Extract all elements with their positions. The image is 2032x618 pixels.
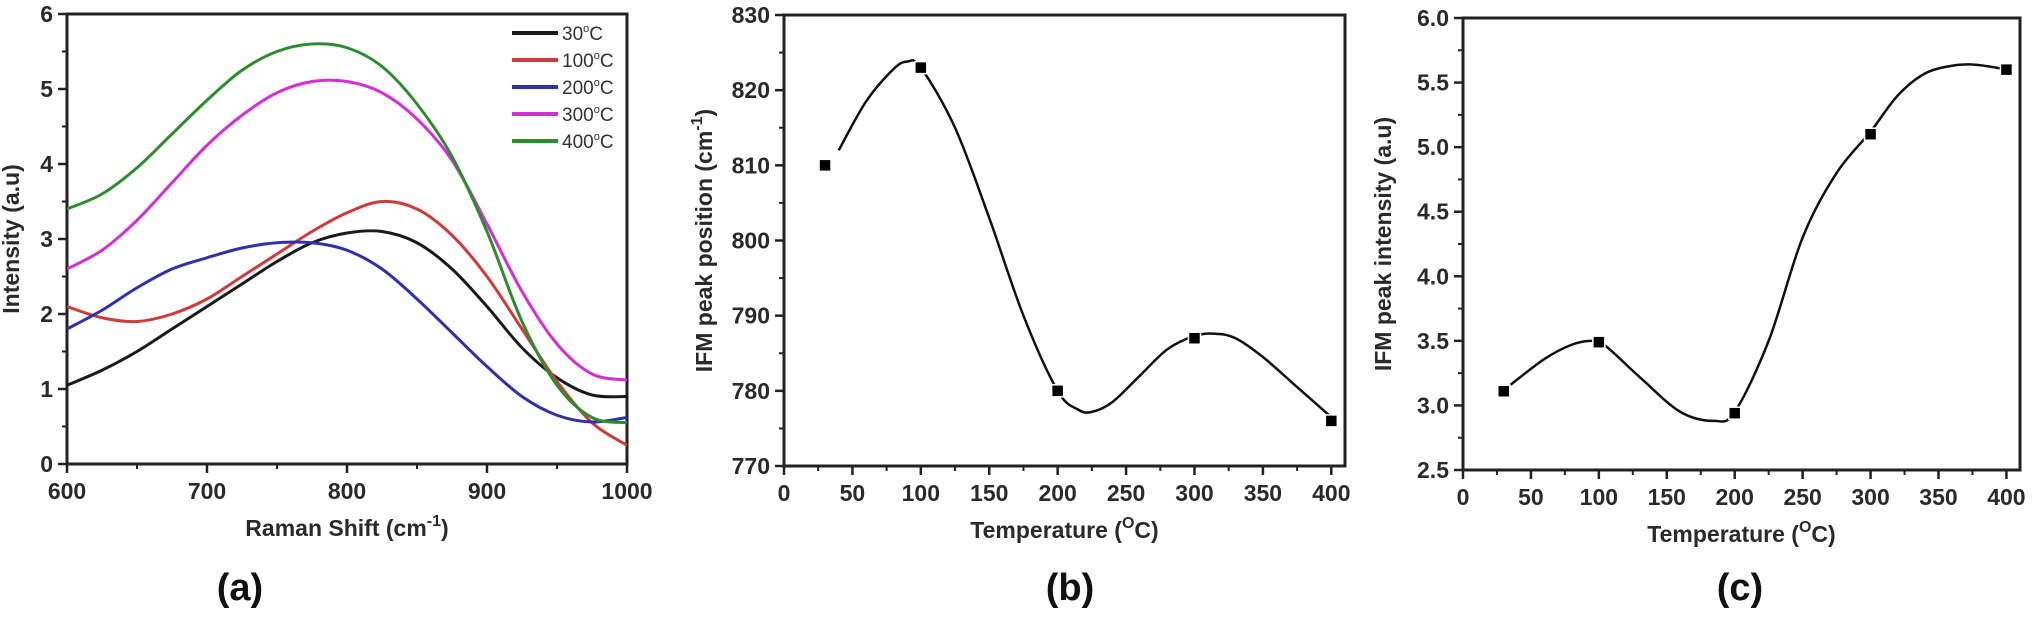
plot-frame: [782, 13, 1347, 468]
y-tick-label: 820: [732, 77, 770, 103]
x-tick-label: 1000: [601, 478, 652, 504]
y-tick-label: 770: [732, 453, 770, 479]
x-tick-label: 900: [468, 478, 506, 504]
panel-label-a: (a): [217, 567, 263, 609]
y-tick-label: 780: [732, 378, 770, 404]
data-point-marker: [1050, 384, 1065, 398]
data-point-marker: [1863, 127, 1878, 141]
y-tick-label: 3: [40, 226, 53, 252]
chart-panel-b: 0 50 100 150 200 250 300 350 400 770 780 790 800 810 8…: [689, 2, 1351, 609]
legend: 30oC 100oC 200oC 300oC 400oC: [512, 23, 614, 153]
y-axis-title: IFM peak position (cm-1): [689, 109, 717, 372]
x-tick-label: 0: [778, 480, 791, 506]
x-axis-title: Temperature (OC): [1647, 519, 1835, 547]
x-tick-label: 50: [840, 480, 866, 506]
legend-entry: 400oC: [562, 131, 614, 153]
y-axis-title: IFM peak intensity (a.u): [1370, 117, 1396, 371]
y-axis-title: Intensity (a.u): [0, 164, 24, 314]
spline-curve: [837, 59, 1333, 419]
y-tick-label: 5.0: [1417, 134, 1449, 160]
x-tick-label: 350: [1919, 484, 1957, 510]
y-tick-label: 4.0: [1417, 263, 1449, 289]
y-tick-label: 5: [40, 76, 53, 102]
x-tick-label: 400: [1312, 480, 1350, 506]
y-tick-label: 790: [732, 303, 770, 329]
legend-entry: 200oC: [562, 77, 614, 99]
data-point-marker: [1497, 384, 1511, 398]
x-tick-label: 100: [1580, 484, 1618, 510]
x-tick-label: 150: [970, 480, 1008, 506]
x-tick-label: 250: [1107, 480, 1145, 506]
series-line: [67, 42, 627, 425]
x-axis-title: Temperature (OC): [970, 515, 1158, 543]
x-tick-label: 250: [1783, 484, 1821, 510]
y-tick-label: 2: [40, 301, 53, 327]
x-tick-label: 800: [328, 478, 366, 504]
y-tick-label: 6.0: [1417, 5, 1449, 31]
panel-label-c: (c): [1717, 567, 1763, 609]
y-tick-label: 5.5: [1417, 70, 1449, 96]
x-tick-label: 600: [48, 478, 86, 504]
x-axis-title: Raman Shift (cm-1): [245, 513, 448, 541]
data-point-marker: [818, 158, 832, 173]
data-point-marker: [1999, 62, 2014, 77]
y-tick-label: 0: [40, 451, 53, 477]
y-tick-label: 3.5: [1417, 328, 1449, 354]
x-tick-label: 350: [1244, 480, 1282, 506]
legend-entry: 300oC: [562, 104, 614, 126]
data-point-marker: [1187, 331, 1202, 345]
y-tick-label: 1: [40, 376, 53, 402]
series-line: [67, 229, 627, 399]
spline-curve: [1509, 63, 2007, 423]
x-tick-label: 50: [1518, 484, 1544, 510]
data-point-marker: [1324, 414, 1339, 428]
y-tick-label: 800: [732, 228, 770, 254]
x-tick-label: 700: [188, 478, 226, 504]
y-tick-label: 810: [732, 152, 770, 178]
y-tick-label: 6: [40, 1, 53, 27]
x-tick-label: 200: [1716, 484, 1754, 510]
x-tick-label: 300: [1175, 480, 1213, 506]
y-tick-label: 2.5: [1417, 457, 1449, 483]
legend-entry: 30oC: [562, 23, 603, 45]
panel-label-b: (b): [1046, 567, 1095, 609]
x-tick-label: 150: [1648, 484, 1686, 510]
x-tick-label: 0: [1457, 484, 1470, 510]
x-tick-label: 300: [1851, 484, 1889, 510]
y-tick-label: 830: [732, 2, 770, 28]
data-point-marker: [1727, 406, 1742, 420]
y-tick-label: 4.5: [1417, 199, 1449, 225]
y-tick-label: 4: [40, 151, 53, 177]
data-point-marker: [1592, 335, 1606, 349]
series-line: [67, 240, 627, 424]
x-tick-label: 200: [1038, 480, 1076, 506]
x-tick-label: 100: [902, 480, 940, 506]
x-tick-label: 400: [1987, 484, 2025, 510]
series-line: [67, 78, 627, 382]
chart-panel-a: 600 700 800 900 1000 0 1 2 3 4 5 6 Raman Shift (cm-1…: [0, 1, 653, 609]
legend-entry: 100oC: [562, 50, 614, 72]
data-point-marker: [914, 60, 928, 75]
chart-panel-c: 0 50 100 150 200 250 300 350 400 2.5 3.0 3.5 4.0 4.5 5…: [1370, 5, 2026, 609]
y-tick-label: 3.0: [1417, 392, 1449, 418]
